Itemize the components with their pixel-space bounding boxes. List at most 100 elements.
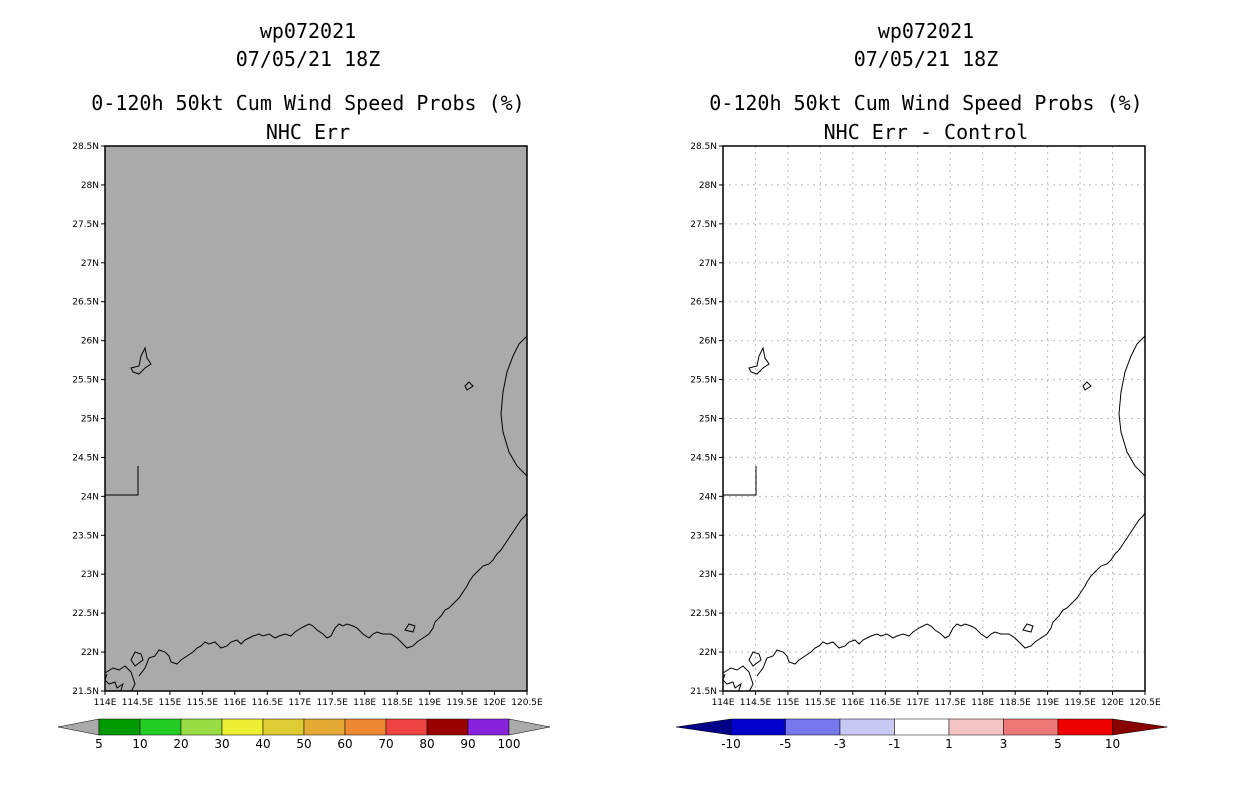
lat-label: 22.5N — [690, 609, 717, 619]
left-panel: wp072021 07/05/21 18Z 0-120h 50kt Cum Wind… — [57, 19, 551, 751]
right-title-line1: wp072021 — [878, 19, 974, 43]
inland-lake — [130, 346, 152, 375]
lat-label: 28N — [699, 181, 717, 191]
colorbar-label: 50 — [296, 737, 311, 751]
lon-label: 116E — [223, 698, 246, 708]
lat-label: 23.5N — [72, 531, 99, 541]
left-title-line4: NHC Err — [266, 120, 350, 144]
colorbar-segment — [303, 718, 346, 736]
lat-label: 26N — [81, 337, 99, 347]
colorbar-label: 5 — [1054, 737, 1062, 751]
lon-label: 120E — [1101, 698, 1124, 708]
inland-lake — [748, 346, 770, 375]
colorbar-right-arrow — [508, 718, 551, 736]
lon-label: 119.5E — [446, 698, 478, 708]
colorbar-label: -3 — [834, 737, 846, 751]
lon-label: 118.5E — [381, 698, 413, 708]
taiwan-coastline — [1118, 335, 1145, 477]
colorbar-segment — [1003, 718, 1059, 736]
lon-label: 114E — [94, 698, 117, 708]
colorbar-segment — [180, 718, 223, 736]
lat-label: 28N — [81, 181, 99, 191]
colorbar-segment — [467, 718, 510, 736]
colorbar-label: 70 — [378, 737, 393, 751]
lon-label: 119E — [418, 698, 441, 708]
hong-kong-boundary — [105, 466, 139, 496]
colorbar-segment — [730, 718, 786, 736]
lat-label: 27N — [699, 259, 717, 269]
lon-label: 114.5E — [122, 698, 154, 708]
right-colorbar: -10 -5 -3 -1 1 3 5 10 — [675, 718, 1168, 751]
lat-label: 25N — [699, 415, 717, 425]
colorbar-left-arrow — [675, 718, 732, 736]
colorbar-label: 10 — [132, 737, 147, 751]
colorbar-label: 1 — [945, 737, 953, 751]
lon-label: 118E — [353, 698, 376, 708]
colorbar-label: 30 — [214, 737, 229, 751]
lon-label: 120.5E — [511, 698, 543, 708]
colorbar-label: -10 — [721, 737, 741, 751]
lat-label: 22N — [81, 648, 99, 658]
lon-label: 114E — [712, 698, 735, 708]
right-title-line4: NHC Err - Control — [824, 120, 1029, 144]
colorbar-segment — [426, 718, 469, 736]
lat-label: 28.5N — [690, 142, 717, 152]
colorbar-label: 90 — [460, 737, 475, 751]
colorbar-segment — [1057, 718, 1113, 736]
right-panel: wp072021 07/05/21 18Z 0-120h 50kt Cum Wind… — [675, 19, 1168, 751]
lon-label: 117.5E — [935, 698, 967, 708]
left-colorbar: 5 10 20 30 40 50 60 70 80 90 100 — [57, 718, 551, 751]
penghu-island — [464, 381, 474, 391]
lon-label: 119E — [1036, 698, 1059, 708]
lat-label: 21.5N — [690, 687, 717, 697]
lat-label: 24N — [699, 492, 717, 502]
lat-label: 25N — [81, 415, 99, 425]
colorbar-label: 80 — [419, 737, 434, 751]
left-title-line1: wp072021 — [260, 19, 356, 43]
lat-label: 23N — [81, 570, 99, 580]
lon-label: 116.5E — [870, 698, 902, 708]
colorbar-segment — [948, 718, 1004, 736]
lon-label: 116.5E — [252, 698, 284, 708]
lat-label: 24N — [81, 492, 99, 502]
lon-label: 116E — [841, 698, 864, 708]
lat-label: 22N — [699, 648, 717, 658]
right-title-line3: 0-120h 50kt Cum Wind Speed Probs (%) — [709, 91, 1142, 115]
lon-label: 117E — [288, 698, 311, 708]
left-title-line3: 0-120h 50kt Cum Wind Speed Probs (%) — [91, 91, 524, 115]
lat-label: 27N — [81, 259, 99, 269]
colorbar-segment — [221, 718, 264, 736]
colorbar-label: 20 — [173, 737, 188, 751]
colorbar-label: 5 — [95, 737, 103, 751]
lon-label: 119.5E — [1064, 698, 1096, 708]
lon-label: 115E — [776, 698, 799, 708]
lon-label: 117E — [906, 698, 929, 708]
lon-label: 118E — [971, 698, 994, 708]
colorbar-segment — [385, 718, 428, 736]
colorbar-label: 10 — [1105, 737, 1120, 751]
left-map-background — [105, 146, 527, 691]
lat-label: 25.5N — [690, 376, 717, 386]
lon-label: 115.5E — [805, 698, 837, 708]
lat-label: 26.5N — [72, 298, 99, 308]
lat-label: 23N — [699, 570, 717, 580]
colorbar-label: -5 — [780, 737, 792, 751]
right-title-line2: 07/05/21 18Z — [854, 47, 999, 71]
left-coastline — [105, 239, 527, 691]
lon-label: 117.5E — [317, 698, 349, 708]
hong-kong-boundary — [723, 466, 757, 496]
right-coastline — [723, 239, 1145, 691]
colorbar-label: 40 — [255, 737, 270, 751]
colorbar-label: -1 — [889, 737, 901, 751]
lat-label: 27.5N — [72, 220, 99, 230]
lat-label: 24.5N — [690, 453, 717, 463]
colorbar-right-arrow — [1112, 718, 1168, 736]
lon-label: 115.5E — [187, 698, 219, 708]
lat-label: 27.5N — [690, 220, 717, 230]
lon-label: 118.5E — [999, 698, 1031, 708]
colorbar-segment — [262, 718, 305, 736]
lat-label: 21.5N — [72, 687, 99, 697]
colorbar-segment — [839, 718, 895, 736]
lon-label: 115E — [158, 698, 181, 708]
